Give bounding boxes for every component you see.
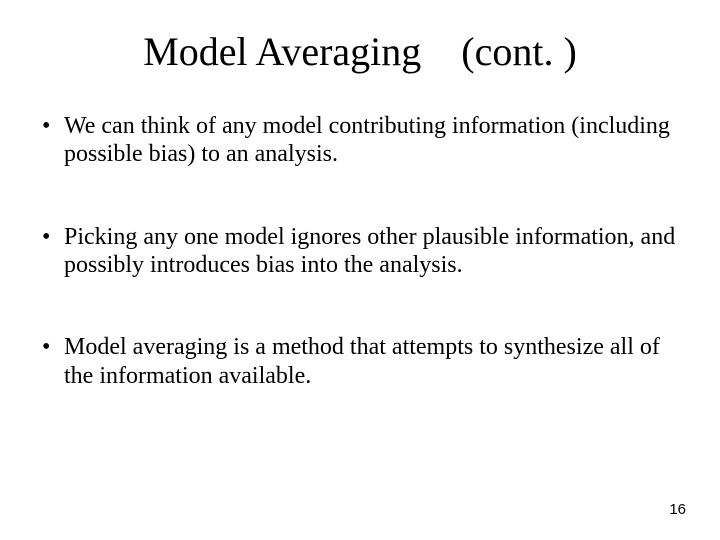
page-number: 16 — [669, 501, 686, 518]
slide: Model Averaging (cont. ) We can think of… — [0, 0, 720, 540]
bullet-list: We can think of any model contributing i… — [38, 112, 682, 390]
slide-title: Model Averaging (cont. ) — [0, 28, 720, 75]
list-item: Model averaging is a method that attempt… — [38, 333, 682, 390]
list-item: Picking any one model ignores other plau… — [38, 223, 682, 280]
slide-body: We can think of any model contributing i… — [38, 112, 682, 444]
list-item: We can think of any model contributing i… — [38, 112, 682, 169]
